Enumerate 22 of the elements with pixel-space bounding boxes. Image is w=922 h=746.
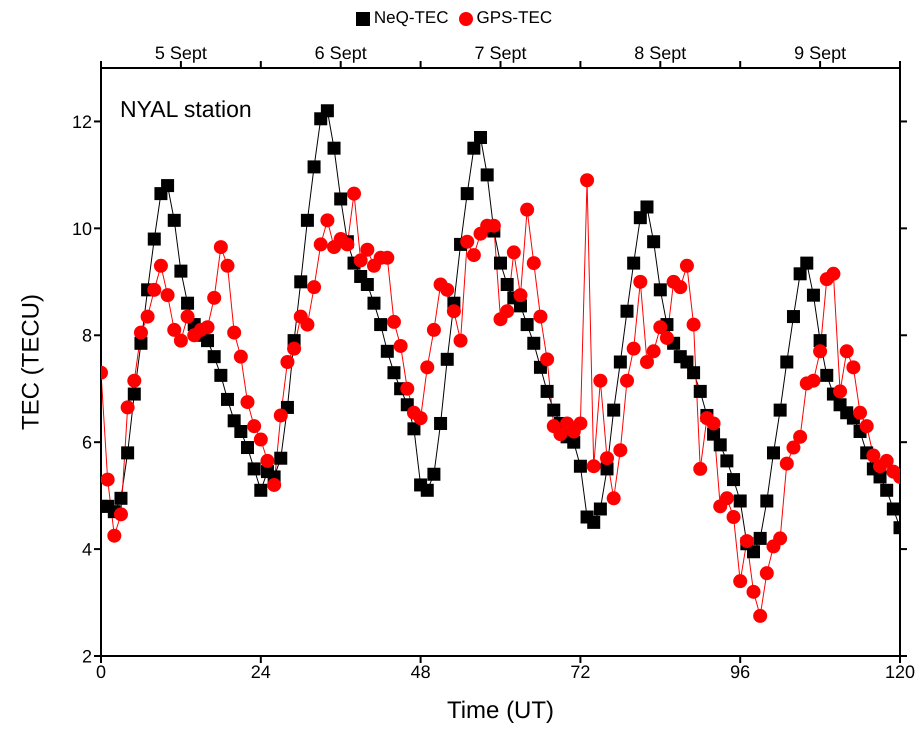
y-tick-label: 6 [82, 432, 92, 453]
x-axis-title: Time (UT) [446, 697, 554, 724]
x-tick-label: 24 [250, 662, 271, 682]
x-tick-label: 96 [730, 662, 750, 682]
y-tick-label: 4 [82, 539, 92, 560]
x2-tick-label: 9 Sept [794, 43, 846, 63]
y-tick-label: 10 [72, 218, 92, 239]
x2-tick-label: 5 Sept [154, 43, 207, 63]
y-tick-label: 12 [72, 112, 92, 132]
x2-tick-label: 7 Sept [474, 43, 527, 63]
legend-label: NeQ-TEC [374, 8, 449, 27]
y-tick-label: 8 [82, 326, 92, 346]
x-tick-label: 0 [96, 662, 106, 682]
x2-tick-label: 6 Sept [314, 43, 367, 63]
y-tick-label: 2 [82, 646, 92, 666]
y-axis-title: TEC (TECU) [18, 294, 45, 430]
legend-label: GPS-TEC [476, 8, 552, 27]
x-tick-label: 72 [570, 662, 590, 682]
annotation: NYAL station [120, 96, 252, 123]
x-tick-label: 48 [410, 662, 431, 682]
x2-tick-label: 8 Sept [634, 43, 686, 63]
x-tick-label: 120 [884, 662, 916, 682]
